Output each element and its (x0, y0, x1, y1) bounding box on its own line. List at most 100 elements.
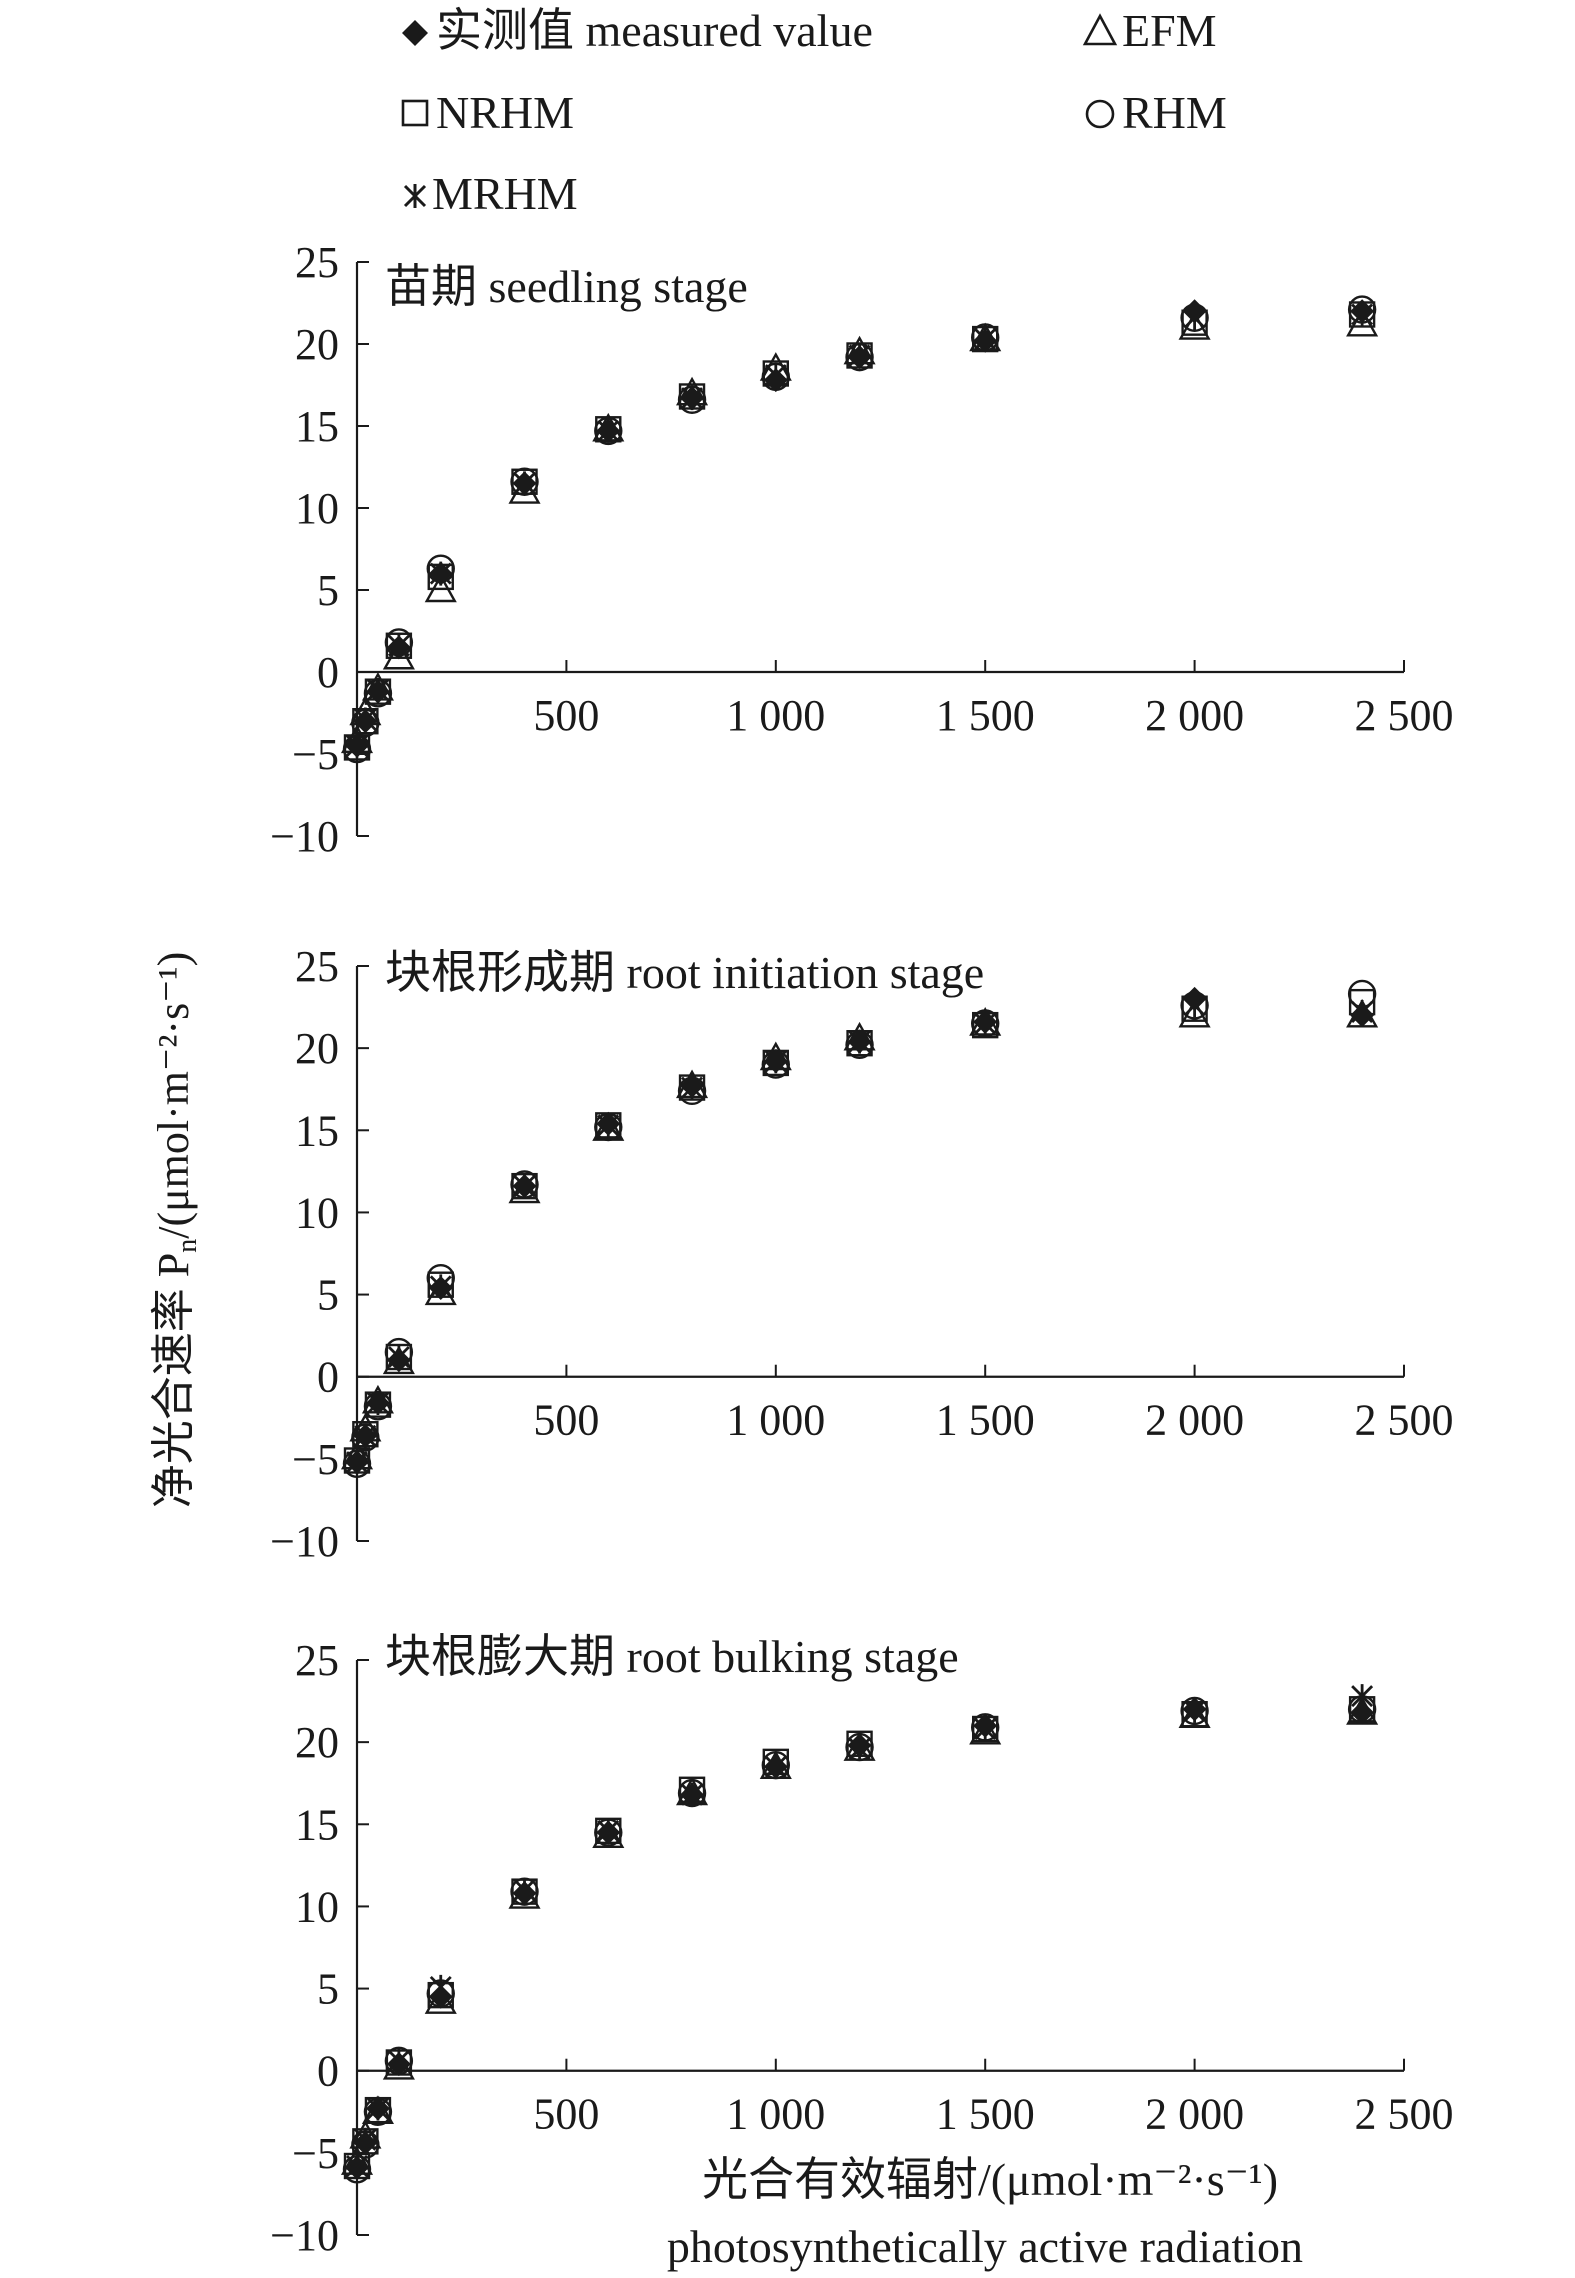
data-point-measured (386, 635, 411, 660)
y-tick-label: 10 (295, 1188, 339, 1237)
legend-item-measured: 实测值 measured value (402, 5, 873, 56)
data-point-measured (596, 1111, 621, 1136)
x-tick-label: 1 000 (726, 2090, 825, 2139)
data-point-measured (428, 561, 453, 586)
data-point-measured (847, 1029, 872, 1054)
x-tick-label: 2 000 (1145, 691, 1244, 740)
y-tick-label: −10 (270, 812, 339, 861)
y-tick-label: 20 (295, 320, 339, 369)
data-point-measured (973, 1009, 998, 1034)
data-point-measured (680, 1073, 705, 1098)
data-point-measured (365, 2096, 390, 2121)
data-point-measured (680, 386, 705, 411)
legend-label-mrhm: MRHM (432, 168, 578, 219)
data-point-measured (1350, 299, 1375, 324)
data-point-measured (345, 1450, 369, 1475)
legend-item-rhm: RHM (1085, 87, 1227, 138)
x-tick-label: 500 (533, 2090, 599, 2139)
data-point-measured (353, 1423, 378, 1448)
data-point-measured (596, 1820, 621, 1845)
y-tick-label: 10 (295, 1882, 339, 1931)
data-point-measured (680, 1782, 705, 1807)
y-tick-label: 20 (295, 1024, 339, 1073)
y-tick-label: 25 (295, 942, 339, 991)
data-point-measured (847, 1733, 872, 1758)
x-tick-label: 2 000 (1145, 2090, 1244, 2139)
data-point-measured (365, 1391, 390, 1415)
data-point-efm (969, 1715, 1002, 1745)
x-tick-label: 500 (533, 1396, 599, 1445)
data-point-measured (428, 1984, 453, 2009)
y-tick-label: −10 (270, 2211, 339, 2260)
data-point-measured (353, 709, 378, 734)
legend: 实测值 measured value EFM NRHM RHM MRHM (401, 5, 1227, 219)
data-point-measured (512, 1881, 537, 1906)
x-axis-title-en: photosynthetically active radiation (667, 2221, 1303, 2272)
data-point-measured (1350, 1700, 1375, 1725)
y-tick-label: 5 (317, 1271, 339, 1320)
data-point-measured (1350, 1003, 1375, 1028)
y-tick-label: −5 (292, 730, 339, 779)
data-point-measured (1182, 299, 1207, 324)
legend-marker-rhm (1085, 99, 1115, 129)
y-tick-label: 15 (295, 1106, 339, 1155)
x-tick-label: 1 000 (726, 1396, 825, 1445)
data-point-measured (428, 1276, 453, 1300)
legend-label-measured: 实测值 measured value (436, 5, 873, 56)
y-tick-label: 5 (317, 566, 339, 615)
data-point-measured (365, 679, 390, 704)
legend-item-mrhm: MRHM (403, 168, 578, 219)
panel-root-bulking-stage: 25 20 15 10 5 0 −5 −10 500 1 000 1 500 2 000 2 500 块根… (270, 1631, 1453, 2260)
series-efm (340, 307, 1379, 754)
data-point-measured (596, 418, 621, 443)
legend-label-efm: EFM (1122, 5, 1217, 56)
legend-marker-efm (1082, 13, 1118, 46)
data-point-measured (1182, 1697, 1207, 1722)
legend-marker-mrhm (403, 184, 427, 208)
data-point-measured (345, 2155, 369, 2180)
data-point-measured (512, 471, 537, 496)
y-tick-label: −10 (270, 1517, 339, 1566)
data-point-efm (382, 640, 415, 670)
x-tick-label: 1 500 (936, 2090, 1035, 2139)
legend-marker-nrhm (401, 99, 429, 127)
data-point-measured (973, 328, 998, 353)
y-tick-label: 0 (317, 2047, 339, 2096)
y-axis-title: 净光合速率 Pn/(μmol·m⁻²·s⁻¹) (149, 952, 203, 1509)
x-axis-title: 光合有效辐射/(μmol·m⁻²·s⁻¹) (702, 2154, 1278, 2205)
data-point-measured (763, 1754, 788, 1779)
data-point-measured (353, 2131, 378, 2155)
legend-item-efm: EFM (1082, 5, 1217, 56)
y-tick-label: 10 (295, 484, 339, 533)
x-tick-label: 2 500 (1355, 1396, 1454, 1445)
y-tick-label: 20 (295, 1718, 339, 1767)
x-tick-label: 2 500 (1355, 691, 1454, 740)
panel-root-initiation-stage: 25 20 15 10 5 0 −5 −10 500 1 000 1 500 2 000 2 500 块根… (270, 942, 1453, 1566)
y-tick-label: 0 (317, 648, 339, 697)
legend-label-nrhm: NRHM (436, 87, 574, 138)
y-tick-label: 25 (295, 238, 339, 287)
y-tick-label: 0 (317, 1353, 339, 1402)
data-point-rhm (594, 416, 623, 446)
series-measured (345, 299, 1375, 758)
panel-title: 苗期 seedling stage (385, 261, 748, 312)
y-tick-label: 5 (317, 1965, 339, 2014)
series-measured (345, 1697, 1375, 2180)
data-point-measured (386, 2052, 411, 2077)
x-tick-label: 2 500 (1355, 2090, 1454, 2139)
data-point-measured (512, 1174, 537, 1199)
data-point-measured (847, 345, 872, 370)
y-tick-label: 15 (295, 1800, 339, 1849)
legend-label-rhm: RHM (1122, 87, 1227, 138)
x-tick-label: 500 (533, 691, 599, 740)
data-point-measured (345, 733, 369, 758)
y-tick-label: −5 (292, 1435, 339, 1484)
x-tick-label: 1 000 (726, 691, 825, 740)
panel-title: 块根膨大期 root bulking stage (385, 1631, 959, 1682)
y-tick-label: 25 (295, 1636, 339, 1685)
data-point-measured (973, 1713, 998, 1738)
series-measured (345, 986, 1375, 1475)
panel-seedling-stage: 25 20 15 10 5 0 −5 −10 500 1 000 1 500 2 000 2 500 苗期… (270, 238, 1453, 861)
x-tick-label: 1 500 (936, 691, 1035, 740)
